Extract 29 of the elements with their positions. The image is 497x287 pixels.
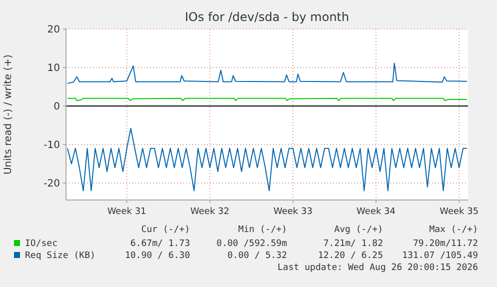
y-tick-label: 10 bbox=[47, 63, 60, 74]
text: 12.20 / 6.25 bbox=[318, 251, 383, 261]
text: 0.00 /592.59m bbox=[216, 239, 287, 249]
text: Max (-/+) bbox=[429, 225, 478, 235]
text: 131.07 /105.49 bbox=[402, 251, 478, 261]
text: 10.90 / 6.30 bbox=[124, 251, 190, 261]
text: 79.20m/11.72 bbox=[412, 239, 478, 249]
x-tick-label: Week 32 bbox=[190, 207, 230, 217]
x-tick-label: Week 33 bbox=[273, 207, 312, 217]
line-series bbox=[66, 128, 468, 192]
text: Last update: Wed Aug 26 20:00:15 2026 bbox=[278, 263, 478, 273]
y-tick-label: -20 bbox=[44, 178, 60, 190]
chart-title: IOs for /dev/sda - by month bbox=[184, 10, 350, 24]
y-axis-title: Units read (-) / write (+) bbox=[3, 54, 14, 175]
y-tick-label: 20 bbox=[47, 24, 60, 36]
x-tick-label: Week 35 bbox=[440, 207, 479, 217]
text: 0.00 / 5.32 bbox=[227, 251, 287, 261]
text: Min (-/+) bbox=[238, 225, 287, 235]
legend-label: Req Size (KB) bbox=[25, 251, 96, 261]
x-tick-label: Week 31 bbox=[107, 207, 146, 217]
text: Cur (-/+) bbox=[141, 225, 190, 235]
line-series bbox=[66, 62, 468, 84]
x-tick-label: Week 34 bbox=[356, 207, 396, 217]
y-tick-label: 0 bbox=[54, 102, 60, 113]
y-tick-label: -10 bbox=[44, 140, 60, 152]
text: 7.21m/ 1.82 bbox=[323, 239, 383, 249]
text: Avg (-/+) bbox=[334, 225, 383, 235]
legend-label: IO/sec bbox=[25, 239, 58, 249]
text: 6.67m/ 1.73 bbox=[130, 239, 190, 249]
